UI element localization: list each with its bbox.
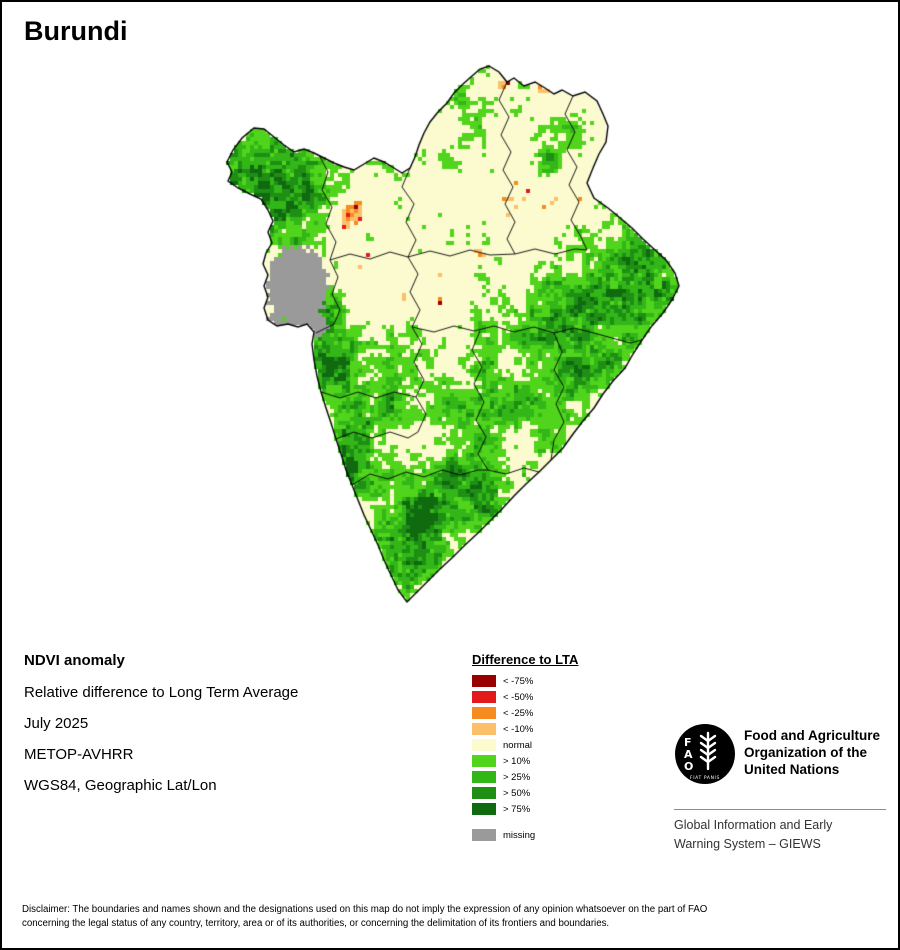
legend-swatch xyxy=(472,771,496,783)
legend-swatch xyxy=(472,723,496,735)
legend-row: > 25% xyxy=(472,771,578,783)
fao-org-name: Food and Agriculture Organization of the… xyxy=(744,723,880,778)
fao-block: F A O FIAT PANIS Food and Agriculture Or… xyxy=(674,723,886,854)
page-title: Burundi xyxy=(24,16,128,46)
giews-divider xyxy=(674,809,886,810)
legend-label: < -10% xyxy=(503,723,534,735)
legend-label: > 50% xyxy=(503,787,531,799)
legend-swatch xyxy=(472,755,496,767)
disclaimer-text: Disclaimer: The boundaries and names sho… xyxy=(22,903,707,931)
legend-swatch xyxy=(472,829,496,841)
legend-row: normal xyxy=(472,739,578,751)
legend-row: < -50% xyxy=(472,691,578,703)
legend-label: > 25% xyxy=(503,771,531,783)
giews-label: Global Information and Early Warning Sys… xyxy=(674,816,886,854)
legend-row: > 75% xyxy=(472,803,578,815)
legend-swatch xyxy=(472,803,496,815)
legend-label: > 75% xyxy=(503,803,531,815)
legend-swatch xyxy=(472,739,496,751)
metadata-line-sensor: METOP-AVHRR xyxy=(24,746,134,763)
fao-org-line: Organization of the xyxy=(744,745,867,760)
legend-label: missing xyxy=(503,829,536,841)
legend-swatch xyxy=(472,707,496,719)
legend-label: > 10% xyxy=(503,755,531,767)
fao-org-line: Food and Agriculture xyxy=(744,728,880,743)
legend-swatch xyxy=(472,691,496,703)
metadata-line-date: July 2025 xyxy=(24,715,89,732)
legend-swatch xyxy=(472,787,496,799)
fao-logo-letter-o: O xyxy=(684,760,693,773)
legend-title: Difference to LTA xyxy=(472,652,579,667)
metadata-line-description: Relative difference to Long Term Average xyxy=(24,684,299,701)
legend: Difference to LTA < -75% < -50% < -25% <… xyxy=(472,652,578,845)
fao-logo-icon: F A O FIAT PANIS xyxy=(675,724,735,784)
metadata-heading: NDVI anomaly xyxy=(24,652,125,669)
giews-line: Global Information and Early xyxy=(674,818,833,832)
legend-row: < -75% xyxy=(472,675,578,687)
fao-logo-letter-f: F xyxy=(684,736,692,749)
fao-org-line: United Nations xyxy=(744,762,840,777)
fao-logo-letter-a: A xyxy=(684,748,693,761)
legend-row: < -25% xyxy=(472,707,578,719)
legend-swatch xyxy=(472,675,496,687)
burundi-ndvi-map xyxy=(202,57,702,612)
legend-label: < -75% xyxy=(503,675,534,687)
map-metadata-block: NDVI anomaly Relative difference to Long… xyxy=(24,652,298,808)
legend-row-missing: missing xyxy=(472,829,578,841)
giews-line: Warning System – GIEWS xyxy=(674,837,821,851)
disclaimer-line: concerning the legal status of any count… xyxy=(22,918,610,929)
fao-logo-motto: FIAT PANIS xyxy=(690,775,720,781)
legend-label: < -25% xyxy=(503,707,534,719)
legend-label: < -50% xyxy=(503,691,534,703)
disclaimer-line: Disclaimer: The boundaries and names sho… xyxy=(22,904,708,915)
legend-row: > 10% xyxy=(472,755,578,767)
legend-row: > 50% xyxy=(472,787,578,799)
metadata-line-projection: WGS84, Geographic Lat/Lon xyxy=(24,777,217,794)
legend-label: normal xyxy=(503,739,533,751)
legend-row: < -10% xyxy=(472,723,578,735)
